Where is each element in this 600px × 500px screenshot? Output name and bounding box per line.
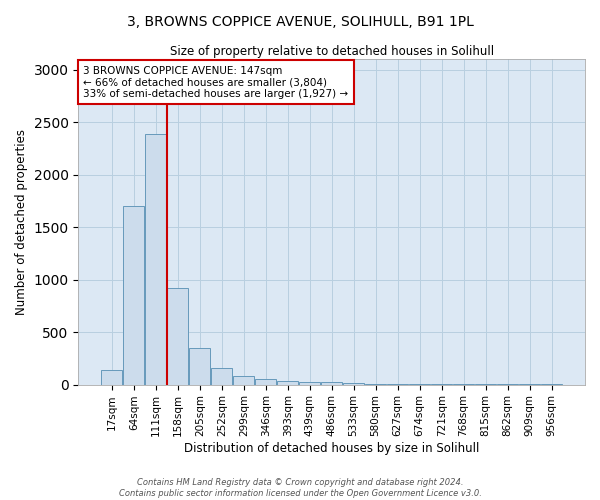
Bar bbox=[124, 206, 144, 384]
Bar bbox=[299, 382, 320, 384]
Bar bbox=[167, 288, 188, 384]
Bar bbox=[321, 382, 342, 384]
Bar bbox=[211, 368, 232, 384]
Text: 3 BROWNS COPPICE AVENUE: 147sqm
← 66% of detached houses are smaller (3,804)
33%: 3 BROWNS COPPICE AVENUE: 147sqm ← 66% of… bbox=[83, 66, 349, 99]
Bar bbox=[277, 381, 298, 384]
X-axis label: Distribution of detached houses by size in Solihull: Distribution of detached houses by size … bbox=[184, 442, 479, 455]
Bar bbox=[190, 348, 210, 385]
Text: Contains HM Land Registry data © Crown copyright and database right 2024.
Contai: Contains HM Land Registry data © Crown c… bbox=[119, 478, 481, 498]
Bar bbox=[233, 376, 254, 384]
Y-axis label: Number of detached properties: Number of detached properties bbox=[15, 129, 28, 315]
Bar bbox=[343, 383, 364, 384]
Text: 3, BROWNS COPPICE AVENUE, SOLIHULL, B91 1PL: 3, BROWNS COPPICE AVENUE, SOLIHULL, B91 … bbox=[127, 15, 473, 29]
Bar bbox=[101, 370, 122, 384]
Title: Size of property relative to detached houses in Solihull: Size of property relative to detached ho… bbox=[170, 45, 494, 58]
Bar bbox=[256, 380, 276, 384]
Bar bbox=[145, 134, 166, 384]
